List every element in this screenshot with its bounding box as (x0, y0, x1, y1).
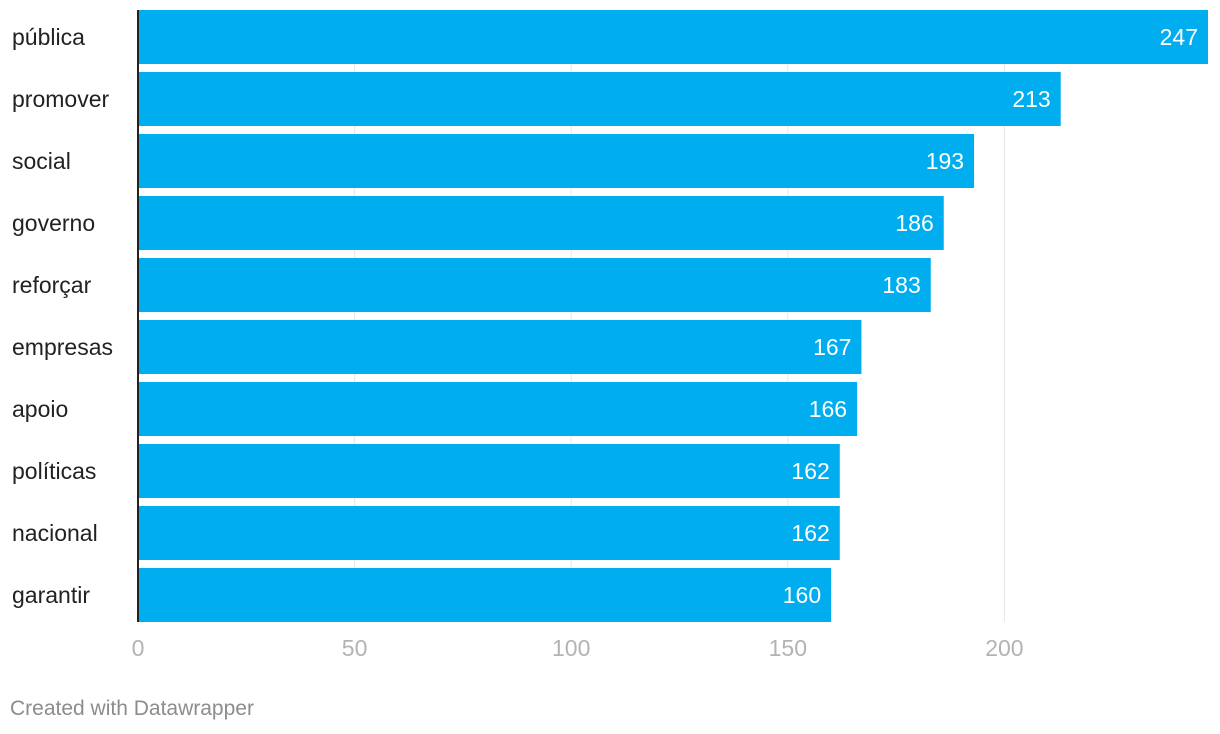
category-label-9: garantir (12, 582, 90, 608)
category-label-5: empresas (12, 334, 113, 360)
bars (138, 10, 1208, 622)
value-label-5: 167 (813, 334, 851, 360)
value-label-1: 213 (1012, 86, 1050, 112)
category-label-7: políticas (12, 458, 96, 484)
x-tick-label-0: 0 (132, 635, 145, 661)
datawrapper-credit: Created with Datawrapper (10, 697, 254, 720)
bar-3 (138, 196, 944, 250)
x-tick-label-2: 100 (552, 635, 590, 661)
bar-5 (138, 320, 862, 374)
value-label-6: 166 (809, 396, 847, 422)
category-label-8: nacional (12, 520, 98, 546)
category-label-2: social (12, 148, 71, 174)
value-label-3: 186 (895, 210, 933, 236)
bar-7 (138, 444, 840, 498)
bar-8 (138, 506, 840, 560)
value-label-9: 160 (783, 582, 821, 608)
x-tick-label-1: 50 (342, 635, 368, 661)
value-label-8: 162 (791, 520, 829, 546)
bar-4 (138, 258, 931, 312)
bar-1 (138, 72, 1061, 126)
value-label-4: 183 (882, 272, 920, 298)
category-label-6: apoio (12, 396, 68, 422)
x-tick-label-4: 200 (985, 635, 1023, 661)
bar-6 (138, 382, 858, 436)
bar-9 (138, 568, 832, 622)
category-label-4: reforçar (12, 272, 92, 298)
value-label-0: 247 (1160, 24, 1198, 50)
category-label-3: governo (12, 210, 95, 236)
bar-0 (138, 10, 1208, 64)
category-label-1: promover (12, 86, 109, 112)
value-label-2: 193 (926, 148, 964, 174)
x-tick-label-3: 150 (769, 635, 807, 661)
category-labels: pública promover social governo reforçar empr… (12, 24, 113, 608)
bar-chart: pública promover social governo reforçar empr… (12, 10, 1208, 661)
bar-2 (138, 134, 975, 188)
category-label-0: pública (12, 24, 85, 50)
value-label-7: 162 (791, 458, 829, 484)
value-labels: 247 213 193 186 183 167 166 162 162 160 (783, 24, 1198, 608)
x-axis-ticks: 0 50 100 150 200 (132, 635, 1024, 661)
